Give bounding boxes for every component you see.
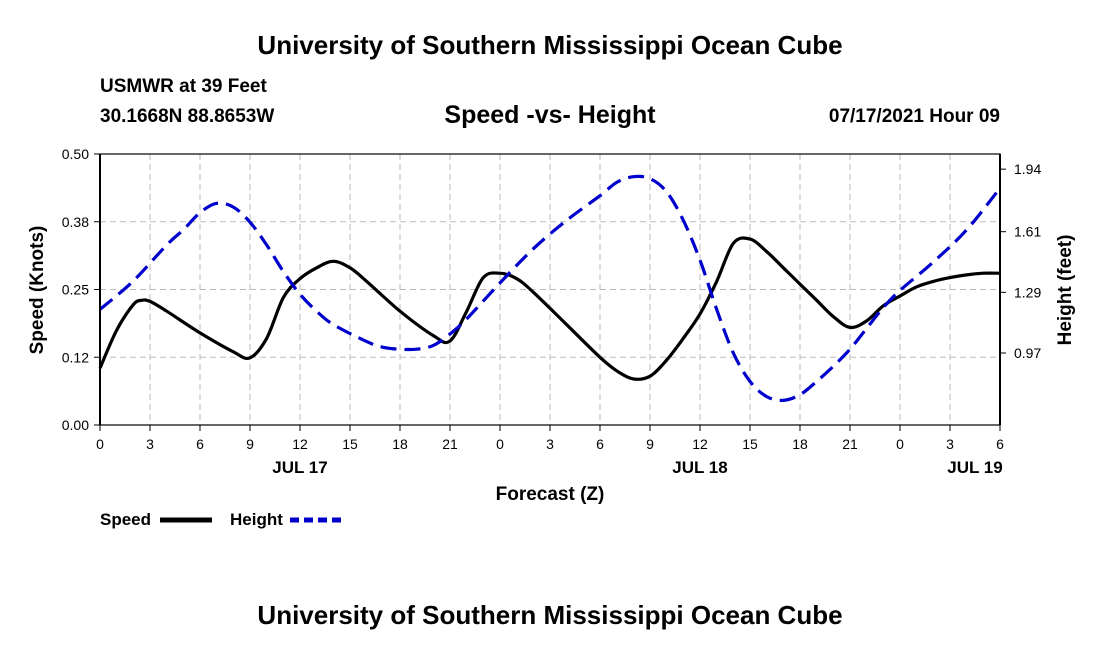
x-tick-label: 9 (246, 436, 254, 452)
datetime-label: 07/17/2021 Hour 09 (828, 106, 1000, 127)
x-tick-label: 18 (392, 436, 408, 452)
y-right-tick-label: 1.61 (1014, 224, 1041, 240)
grid-layer (100, 154, 1000, 425)
x-tick-label: 6 (596, 436, 604, 452)
x-tick-label: 15 (342, 436, 358, 452)
date-label: JUL 17 (272, 458, 327, 477)
y-right-tick-label: 1.29 (1014, 284, 1041, 300)
x-tick-label: 12 (292, 436, 308, 452)
x-tick-label: 0 (896, 436, 904, 452)
height-series-line (98, 174, 1002, 403)
date-label: JUL 18 (672, 458, 727, 477)
series-layer (98, 174, 1002, 403)
x-tick-label: 9 (646, 436, 654, 452)
y-axis-right-title: Height (feet) (1055, 235, 1076, 346)
y-left-tick-label: 0.25 (62, 282, 89, 298)
x-tick-label: 3 (146, 436, 154, 452)
y-right-tick-label: 1.94 (1014, 161, 1041, 177)
x-tick-label: 21 (442, 436, 458, 452)
speed-series-line (98, 236, 1001, 381)
coordinates-label: 30.1668N 88.8653W (100, 106, 275, 127)
legend-speed-label: Speed (100, 510, 151, 529)
date-label: JUL 19 (947, 458, 1002, 477)
y-left-tick-label: 0.00 (62, 417, 89, 433)
x-tick-label: 18 (792, 436, 808, 452)
station-label: USMWR at 39 Feet (100, 76, 267, 97)
x-axis-title: Forecast (Z) (496, 484, 605, 505)
x-tick-label: 6 (196, 436, 204, 452)
chart-title: Speed -vs- Height (444, 101, 656, 129)
x-tick-label: 0 (96, 436, 104, 452)
x-tick-label: 0 (496, 436, 504, 452)
y-left-tick-label: 0.12 (62, 349, 89, 365)
legend-height-label: Height (230, 510, 283, 529)
x-tick-label: 15 (742, 436, 758, 452)
y-left-tick-label: 0.38 (62, 214, 89, 230)
x-tick-label: 3 (546, 436, 554, 452)
y-right-tick-label: 0.97 (1014, 345, 1041, 361)
page-title-bottom: University of Southern Mississippi Ocean… (257, 600, 843, 630)
x-tick-label: 12 (692, 436, 708, 452)
page-title-top: University of Southern Mississippi Ocean… (257, 30, 843, 60)
x-tick-label: 21 (842, 436, 858, 452)
y-left-tick-label: 0.50 (62, 146, 89, 162)
y-axis-left-title: Speed (Knots) (27, 226, 48, 355)
x-tick-label: 6 (996, 436, 1004, 452)
x-tick-label: 3 (946, 436, 954, 452)
axis-layer: 0 3 6 9 12 15 18 21 0 3 6 9 12 15 18 21 0 3 6 JUL 17 JUL 18 J… (62, 146, 1042, 477)
